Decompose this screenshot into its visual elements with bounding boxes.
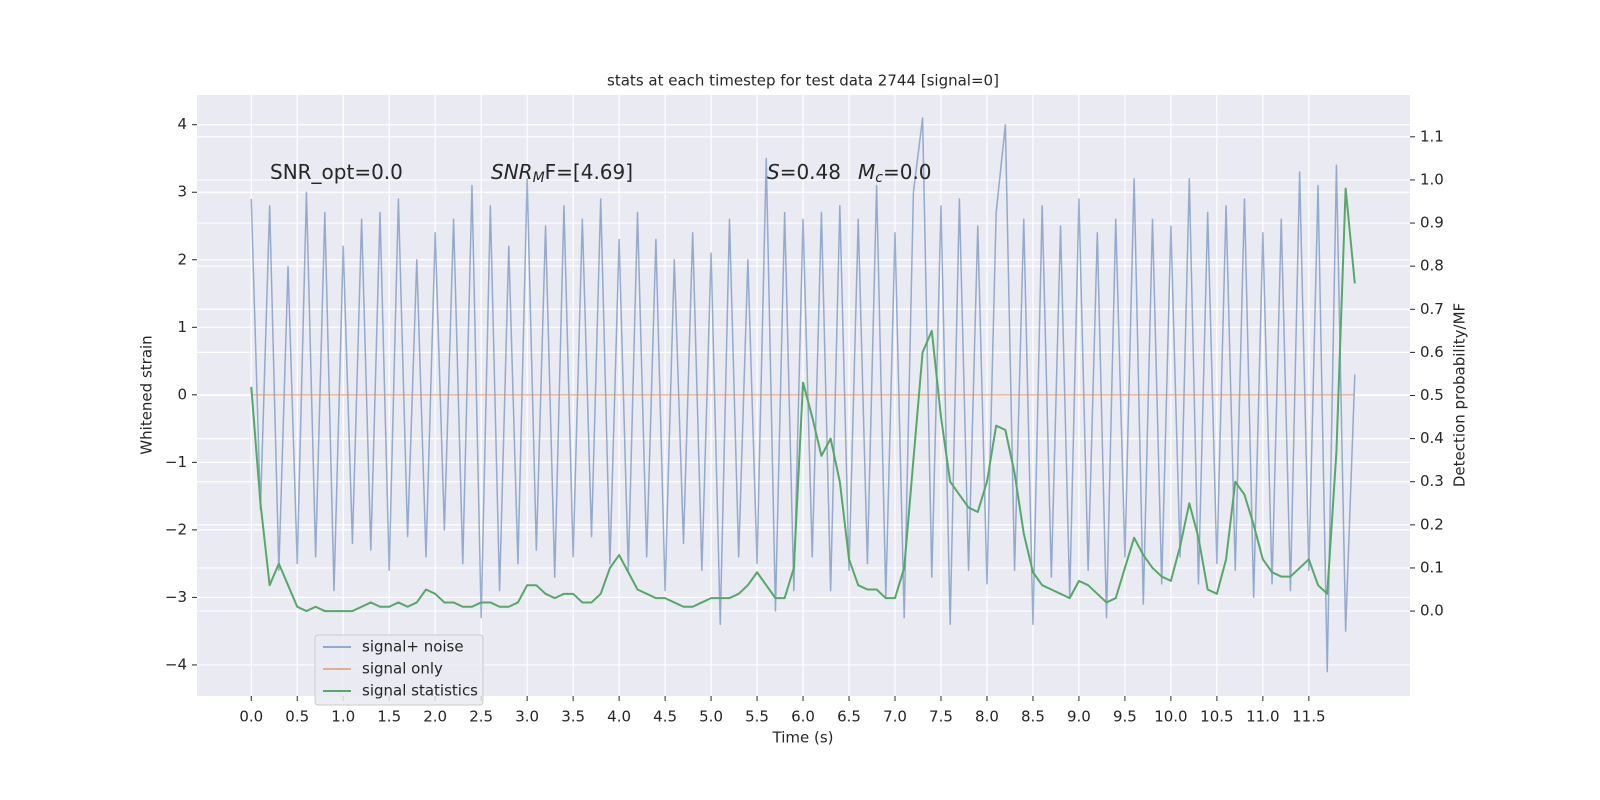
x-tick-label: 9.0 [1067,708,1091,726]
legend-label: signal+ noise [362,638,464,656]
chart-title: stats at each timestep for test data 274… [607,72,999,90]
y-tick-label: −3 [165,588,187,606]
x-tick-label: 11.0 [1246,708,1279,726]
series-line [250,187,1356,613]
x-tick-label: 2.5 [469,708,493,726]
y-axis-label: Whitened strain [138,335,156,454]
x-axis-label: Time (s) [772,729,834,747]
x-tick-label: 7.0 [883,708,907,726]
y-tick-label: −1 [165,453,187,471]
annotation-part: SNR [491,160,533,184]
annotation: Mc=0.0 [858,160,932,187]
annotation-part: =0.0 [883,160,932,184]
y2-tick-label: 0.3 [1420,472,1444,490]
y2-tick-label: 0.6 [1420,343,1444,361]
x-tick-label: 10.5 [1200,708,1233,726]
x-tick-label: 8.0 [975,708,999,726]
y2-tick-label: 0.0 [1420,602,1444,620]
y2-axis-label: Detection probability/MF [1451,303,1469,487]
x-tick-label: 6.5 [837,708,861,726]
x-tick-label: 5.5 [745,708,769,726]
annotation: SNR_opt=0.0 [270,160,403,184]
x-tick-label: 0.0 [239,708,263,726]
y2-tick-label: 0.1 [1420,558,1444,576]
x-tick-label: 1.0 [331,708,355,726]
y-tick-label: 2 [177,250,187,268]
x-tick-label: 4.0 [607,708,631,726]
annotation-part: F=[4.69] [545,160,633,184]
x-tick-label: 11.5 [1292,708,1325,726]
y2-tick-label: 0.4 [1420,429,1444,447]
legend-label: signal statistics [362,682,478,700]
x-tick-label: 2.0 [423,708,447,726]
x-tick-label: 3.5 [561,708,585,726]
annotation-part: c [875,170,883,186]
series-line [250,117,1356,673]
y-tick-label: 0 [177,385,187,403]
annotation-part: S [767,160,780,184]
y-tick-label: −4 [165,655,187,673]
x-tick-label: 5.0 [699,708,723,726]
y2-tick-label: 0.7 [1420,300,1444,318]
annotation-part: =0.48 [780,160,841,184]
x-tick-label: 1.5 [377,708,401,726]
annotation: S=0.48 [767,160,841,184]
x-tick-label: 8.5 [1021,708,1045,726]
y2-tick-label: 1.1 [1420,127,1444,145]
y-tick-label: −2 [165,520,187,538]
y-tick-label: 4 [177,115,187,133]
x-tick-label: 3.0 [515,708,539,726]
annotation-part: M [858,160,875,184]
legend-box [314,634,484,706]
y-tick-label: 3 [177,183,187,201]
y2-tick-label: 0.5 [1420,386,1444,404]
y2-tick-label: 0.2 [1420,515,1444,533]
annotation: SNRMF=[4.69] [491,160,633,187]
x-tick-label: 4.5 [653,708,677,726]
y2-tick-label: 0.9 [1420,214,1444,232]
y2-tick-label: 0.8 [1420,257,1444,275]
x-tick-label: 9.5 [1113,708,1137,726]
legend-label: signal only [362,660,443,678]
y2-tick-label: 1.0 [1420,170,1444,188]
x-tick-label: 10.0 [1154,708,1187,726]
x-tick-label: 6.0 [791,708,815,726]
annotation-part: M [533,170,545,186]
x-tick-label: 7.5 [929,708,953,726]
annotation-part: SNR_opt=0.0 [270,160,403,184]
x-tick-label: 0.5 [285,708,309,726]
y-tick-label: 1 [177,318,187,336]
